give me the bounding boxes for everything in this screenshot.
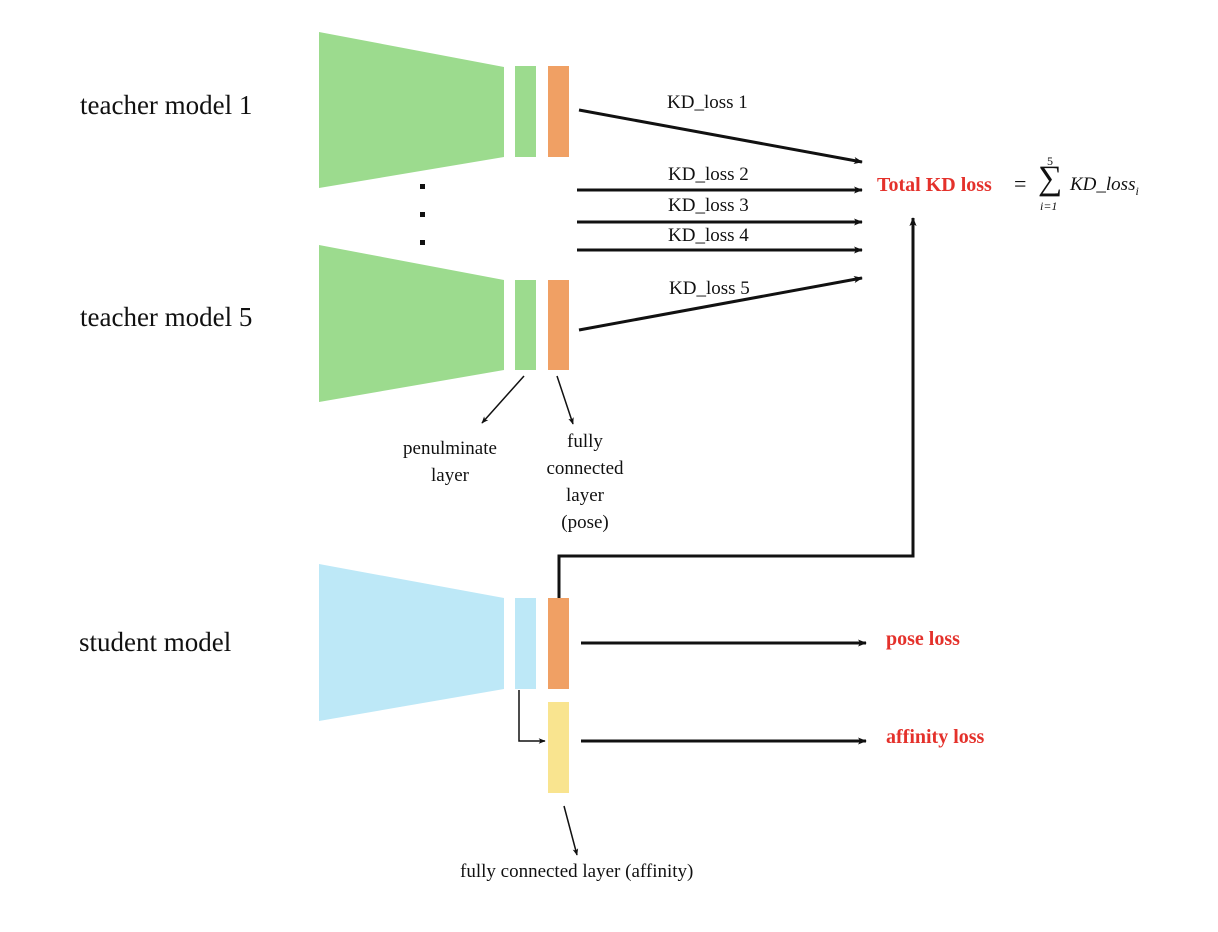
student-penultimate-layer	[515, 598, 536, 689]
kd-loss-1-label: KD_loss 1	[667, 92, 748, 113]
teacher-model-5-label: teacher model 5	[80, 302, 253, 332]
sum-upper-bound: 5	[1047, 154, 1053, 168]
teacher-5-fc-pose-layer	[548, 280, 569, 370]
penultimate-to-affinity-arrow	[518, 690, 546, 744]
pose-loss-label: pose loss	[886, 628, 960, 650]
affinity-loss-label: affinity loss	[886, 726, 985, 748]
teacher-ellipsis	[420, 184, 425, 245]
student-fc-affinity-layer	[548, 702, 569, 793]
kd-loss-2-label: KD_loss 2	[668, 164, 749, 185]
sum-symbol: ∑	[1038, 160, 1063, 197]
penultimate-pointer-arrow	[481, 375, 525, 424]
student-model-network	[319, 564, 569, 793]
sum-term: KD_lossi	[1070, 174, 1139, 198]
student-encoder-trapezoid	[319, 564, 504, 721]
kd-loss-4-label: KD_loss 4	[668, 225, 749, 246]
student-to-total-kd-arrow	[557, 217, 917, 598]
teacher-5-penultimate-layer	[515, 280, 536, 370]
kd-loss-3-label: KD_loss 3	[668, 195, 749, 216]
teacher-model-1-network	[319, 32, 569, 188]
teacher-1-penultimate-layer	[515, 66, 536, 157]
penultimate-layer-annotation: penulminate layer	[403, 438, 497, 486]
sum-lower-bound: i=1	[1040, 199, 1058, 213]
teacher-1-encoder-trapezoid	[319, 32, 504, 188]
total-kd-loss-label: Total KD loss	[877, 174, 992, 196]
kd-loss-5-label: KD_loss 5	[669, 278, 750, 299]
kd-loss-1-arrow	[578, 108, 863, 165]
teacher-model-5-network	[319, 245, 569, 402]
student-model-label: student model	[79, 627, 232, 657]
teacher-5-encoder-trapezoid	[319, 245, 504, 402]
teacher-model-1-label: teacher model 1	[80, 90, 253, 120]
student-fc-pose-layer	[548, 598, 569, 689]
kd-loss-5-arrow	[578, 275, 863, 332]
fc-affinity-pointer-arrow	[563, 805, 579, 856]
fc-pose-pointer-arrow	[556, 375, 574, 425]
fc-pose-layer-annotation: fully connected layer (pose)	[546, 431, 624, 533]
teacher-1-fc-pose-layer	[548, 66, 569, 157]
equals-sign: =	[1014, 171, 1027, 196]
fc-affinity-layer-annotation: fully connected layer (affinity)	[460, 861, 694, 882]
